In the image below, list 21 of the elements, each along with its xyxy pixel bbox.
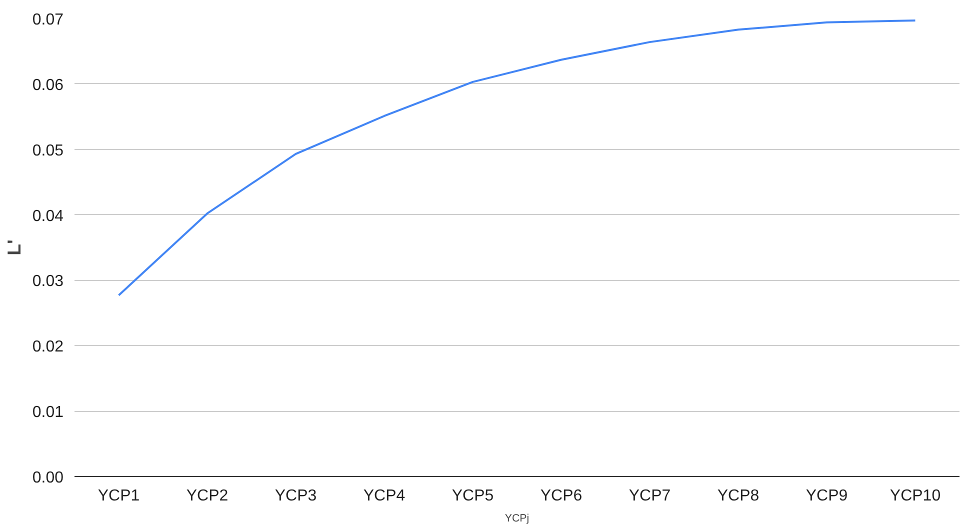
x-tick-label: YCP9 — [806, 488, 848, 504]
x-axis-title: YCPj — [504, 512, 530, 524]
y-tick-label: 0.00 — [32, 470, 64, 486]
line-series — [118, 19, 916, 296]
x-tick-label: YCP8 — [717, 488, 760, 504]
x-tick-label: YCP4 — [363, 488, 406, 504]
y-tick-label: 0.04 — [32, 208, 64, 225]
x-tick-label: YCP10 — [890, 488, 941, 504]
x-tick-label: YCP3 — [274, 488, 317, 504]
x-tick-label: YCP2 — [186, 488, 228, 504]
y-axis-title: L' — [3, 240, 24, 256]
x-tick-label: YCP7 — [628, 488, 671, 504]
x-tick-label: YCP1 — [98, 488, 140, 504]
x-tick-label: YCP5 — [452, 488, 494, 504]
y-tick-label: 0.02 — [32, 338, 64, 356]
y-tick-label: 0.06 — [32, 76, 64, 94]
y-tick-label: 0.03 — [32, 273, 64, 290]
y-tick-label: 0.01 — [32, 404, 64, 422]
y-tick-label: 0.07 — [32, 12, 64, 28]
y-tick-label: 0.05 — [32, 142, 64, 160]
x-tick-label: YCP6 — [540, 488, 582, 504]
